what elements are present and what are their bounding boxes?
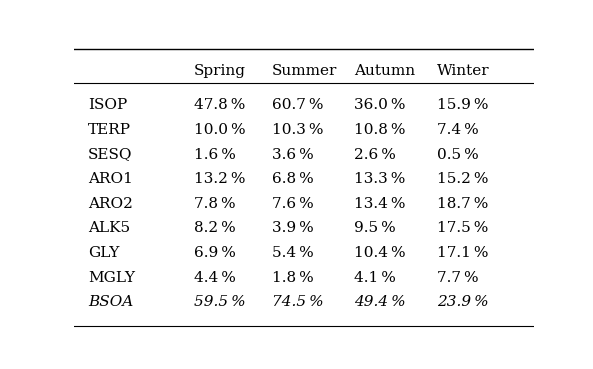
Text: 13.3 %: 13.3 %	[355, 172, 406, 186]
Text: 15.2 %: 15.2 %	[437, 172, 489, 186]
Text: GLY: GLY	[88, 246, 119, 260]
Text: 15.9 %: 15.9 %	[437, 98, 489, 112]
Text: 23.9 %: 23.9 %	[437, 295, 489, 309]
Text: SESQ: SESQ	[88, 148, 132, 162]
Text: 1.6 %: 1.6 %	[193, 148, 235, 162]
Text: 60.7 %: 60.7 %	[272, 98, 323, 112]
Text: 6.9 %: 6.9 %	[193, 246, 235, 260]
Text: 36.0 %: 36.0 %	[355, 98, 406, 112]
Text: 4.4 %: 4.4 %	[193, 270, 235, 284]
Text: 2.6 %: 2.6 %	[355, 148, 396, 162]
Text: 13.4 %: 13.4 %	[355, 197, 406, 211]
Text: 17.5 %: 17.5 %	[437, 221, 489, 235]
Text: 59.5 %: 59.5 %	[193, 295, 246, 309]
Text: BSOA: BSOA	[88, 295, 133, 309]
Text: 7.7 %: 7.7 %	[437, 270, 479, 284]
Text: 13.2 %: 13.2 %	[193, 172, 245, 186]
Text: Autumn: Autumn	[355, 64, 416, 78]
Text: 8.2 %: 8.2 %	[193, 221, 235, 235]
Text: 3.9 %: 3.9 %	[272, 221, 314, 235]
Text: 4.1 %: 4.1 %	[355, 270, 396, 284]
Text: 7.4 %: 7.4 %	[437, 123, 479, 137]
Text: 6.8 %: 6.8 %	[272, 172, 314, 186]
Text: 49.4 %: 49.4 %	[355, 295, 406, 309]
Text: 9.5 %: 9.5 %	[355, 221, 396, 235]
Text: 0.5 %: 0.5 %	[437, 148, 479, 162]
Text: 3.6 %: 3.6 %	[272, 148, 314, 162]
Text: 10.3 %: 10.3 %	[272, 123, 323, 137]
Text: 10.0 %: 10.0 %	[193, 123, 246, 137]
Text: Spring: Spring	[193, 64, 246, 78]
Text: TERP: TERP	[88, 123, 131, 137]
Text: ARO2: ARO2	[88, 197, 133, 211]
Text: 1.8 %: 1.8 %	[272, 270, 314, 284]
Text: 10.4 %: 10.4 %	[355, 246, 406, 260]
Text: 7.8 %: 7.8 %	[193, 197, 235, 211]
Text: Summer: Summer	[272, 64, 337, 78]
Text: MGLY: MGLY	[88, 270, 135, 284]
Text: 47.8 %: 47.8 %	[193, 98, 245, 112]
Text: ISOP: ISOP	[88, 98, 127, 112]
Text: 7.6 %: 7.6 %	[272, 197, 314, 211]
Text: Winter: Winter	[437, 64, 490, 78]
Text: ARO1: ARO1	[88, 172, 133, 186]
Text: 18.7 %: 18.7 %	[437, 197, 489, 211]
Text: ALK5: ALK5	[88, 221, 130, 235]
Text: 5.4 %: 5.4 %	[272, 246, 314, 260]
Text: 17.1 %: 17.1 %	[437, 246, 489, 260]
Text: 74.5 %: 74.5 %	[272, 295, 323, 309]
Text: 10.8 %: 10.8 %	[355, 123, 406, 137]
